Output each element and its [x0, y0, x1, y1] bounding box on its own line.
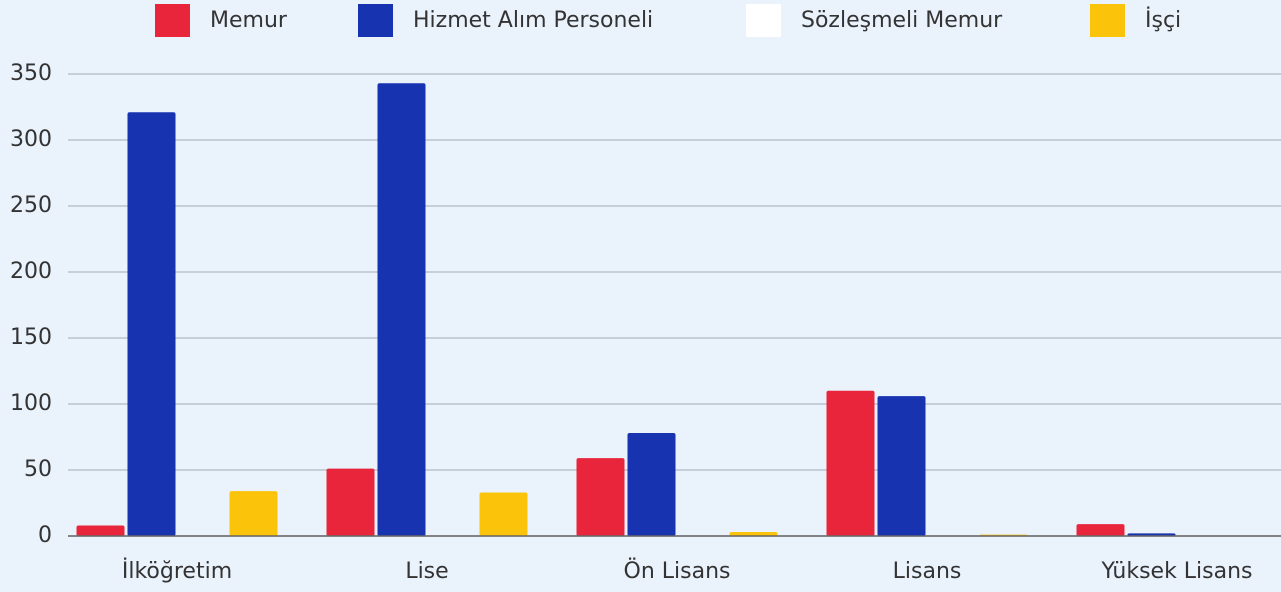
legend-swatch — [1090, 4, 1125, 37]
y-tick-label: 0 — [38, 523, 52, 548]
bar — [326, 468, 375, 536]
bar — [1076, 524, 1125, 536]
y-tick-label: 350 — [10, 61, 52, 86]
y-tick-label: 50 — [24, 457, 52, 482]
x-tick-label: Ön Lisans — [624, 558, 731, 584]
bar — [877, 396, 926, 536]
y-tick-label: 100 — [10, 391, 52, 416]
legend-label: Sözleşmeli Memur — [801, 8, 1003, 33]
legend-swatch — [746, 4, 781, 37]
bar — [479, 492, 528, 536]
bar — [826, 390, 875, 536]
y-tick-label: 150 — [10, 325, 52, 350]
legend-swatch — [155, 4, 190, 37]
legend-label: Memur — [210, 8, 288, 33]
bar — [377, 83, 426, 537]
bar — [127, 112, 176, 536]
x-tick-label: İlköğretim — [122, 558, 232, 584]
x-tick-label: Yüksek Lisans — [1100, 559, 1252, 584]
legend-label: Hizmet Alım Personeli — [413, 8, 653, 33]
bar — [729, 532, 778, 536]
y-tick-label: 250 — [10, 193, 52, 218]
bar — [576, 458, 625, 536]
x-tick-label: Lise — [405, 559, 448, 584]
legend-swatch — [358, 4, 393, 37]
bar — [627, 433, 676, 536]
y-tick-label: 200 — [10, 259, 52, 284]
bar — [76, 525, 125, 536]
x-tick-label: Lisans — [893, 559, 962, 584]
legend-label: İşçi — [1145, 7, 1181, 33]
bar — [229, 491, 278, 536]
y-tick-label: 300 — [10, 127, 52, 152]
